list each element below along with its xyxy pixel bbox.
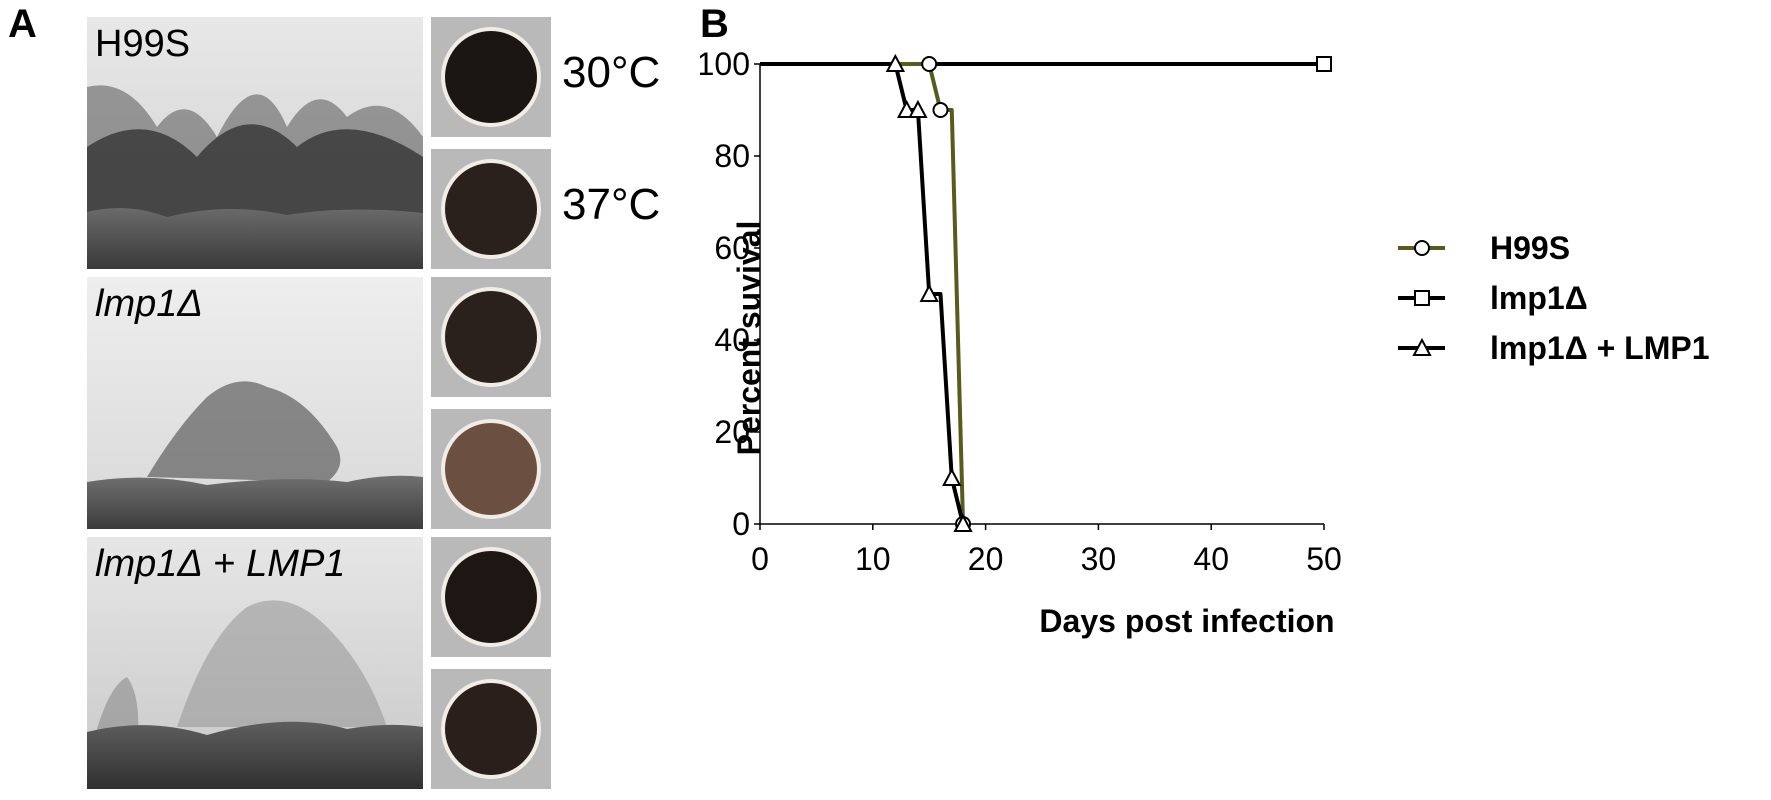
y-tick-label: 40 [714, 322, 750, 358]
y-tick-label: 80 [714, 138, 750, 174]
panel-a-letter: A [8, 2, 37, 46]
colony-lmp1-delta-30c-image [431, 277, 551, 397]
x-tick-label: 40 [1193, 541, 1229, 577]
row-label-h99s: H99S [95, 23, 191, 65]
legend-marker [1414, 240, 1430, 256]
colony-h99s-37c-image [431, 149, 551, 269]
panel-b-letter: B [700, 2, 729, 46]
data-point-series-0 [921, 56, 938, 72]
colony-lmp1-delta-37c [431, 409, 551, 529]
colony-lmp1-delta-plus-lmp1-30c-image [431, 537, 551, 657]
colony-lmp1-delta-30c [431, 277, 551, 397]
data-point-series-2 [953, 513, 973, 532]
legend-label: lmp1Δ + LMP1 [1490, 330, 1710, 366]
data-point-series-1 [1316, 56, 1332, 72]
colony-lmp1-delta-plus-lmp1-30c [431, 537, 551, 657]
data-point-series-2 [942, 467, 962, 486]
micrograph-lmp1-delta: lmp1Δ [87, 277, 423, 529]
micrograph-lmp1-delta-plus-lmp1-image [87, 537, 423, 789]
colony-h99s-30c [431, 17, 551, 137]
colony-lmp1-delta-plus-lmp1-37c [431, 669, 551, 789]
legend-marker [1412, 337, 1432, 356]
micrograph-h99s: H99S [87, 17, 423, 269]
micrograph-lmp1-delta-image [87, 277, 423, 529]
data-point-series-2 [885, 53, 906, 72]
chart-axes: 0 10 20 30 40 50 0 20 40 60 80 100 [700, 46, 1342, 577]
data-point-series-2 [919, 283, 939, 302]
x-tick-label: 10 [855, 541, 891, 577]
legend-label: H99S [1490, 230, 1570, 266]
y-axis-label: Percent suvival [731, 221, 767, 456]
x-axis-label: Days post infection [1039, 603, 1334, 639]
chart-legend: H99S lmp1Δ lmp1Δ + LMP1 [1398, 230, 1710, 366]
colony-lmp1-delta-37c-image [431, 409, 551, 529]
temperature-label-37c: 37°C [562, 180, 661, 229]
colony-h99s-37c [431, 149, 551, 269]
chart-series-markers [885, 53, 1332, 532]
row-label-lmp1-delta-plus-lmp1: lmp1Δ + LMP1 [95, 543, 346, 585]
x-tick-label: 30 [1081, 541, 1117, 577]
legend-label: lmp1Δ [1490, 280, 1588, 316]
x-tick-label: 0 [751, 541, 769, 577]
temperature-label-30c: 30°C [562, 48, 661, 97]
data-point-series-2 [896, 99, 917, 118]
micrograph-h99s-image [87, 17, 423, 269]
legend-marker [1414, 290, 1430, 306]
colony-lmp1-delta-plus-lmp1-37c-image [431, 669, 551, 789]
y-tick-label: 0 [732, 506, 750, 542]
y-tick-label: 20 [714, 414, 750, 450]
data-point-series-0 [932, 102, 949, 118]
colony-h99s-30c-image [431, 17, 551, 137]
y-tick-label: 100 [700, 46, 750, 82]
x-tick-label: 20 [968, 541, 1004, 577]
chart-series-lines [760, 62, 1324, 525]
y-tick-label: 60 [714, 230, 750, 266]
x-tick-label: 50 [1306, 541, 1342, 577]
row-label-lmp1-delta: lmp1Δ [95, 283, 203, 325]
micrograph-lmp1-delta-plus-lmp1: lmp1Δ + LMP1 [87, 537, 423, 789]
data-point-series-2 [908, 99, 928, 118]
